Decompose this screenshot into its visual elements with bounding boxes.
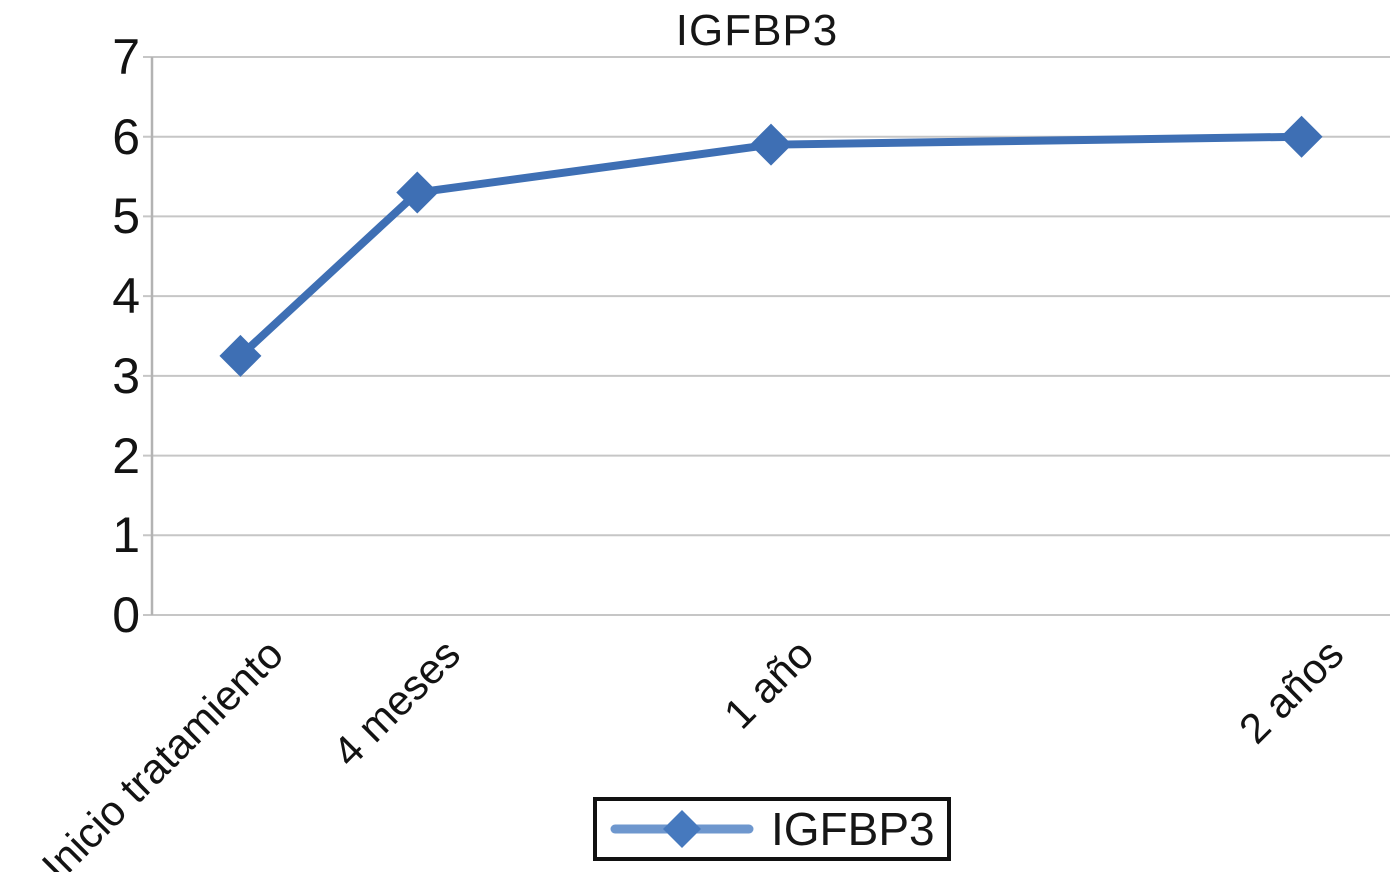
chart-title: IGFBP3 [675, 6, 839, 55]
legend-marker-icon [610, 810, 754, 848]
y-axis-label: 2 [112, 427, 140, 484]
data-point-marker [396, 171, 439, 214]
y-axis-label: 4 [112, 268, 140, 325]
y-axis-label: 1 [112, 507, 140, 564]
data-point-marker [750, 123, 792, 166]
series-line [236, 132, 1306, 360]
y-axis-label: 0 [112, 587, 140, 643]
legend-diamond-icon [663, 810, 701, 848]
y-axis-label: 3 [112, 347, 140, 404]
legend-box: IGFBP3 [593, 797, 951, 861]
data-point-marker [219, 334, 262, 377]
y-axis-label: 5 [112, 188, 140, 245]
y-axis-label: 6 [112, 108, 140, 165]
data-point-marker [1280, 115, 1323, 158]
legend-series-label: IGFBP3 [771, 803, 935, 855]
y-axis-label: 7 [112, 29, 140, 85]
